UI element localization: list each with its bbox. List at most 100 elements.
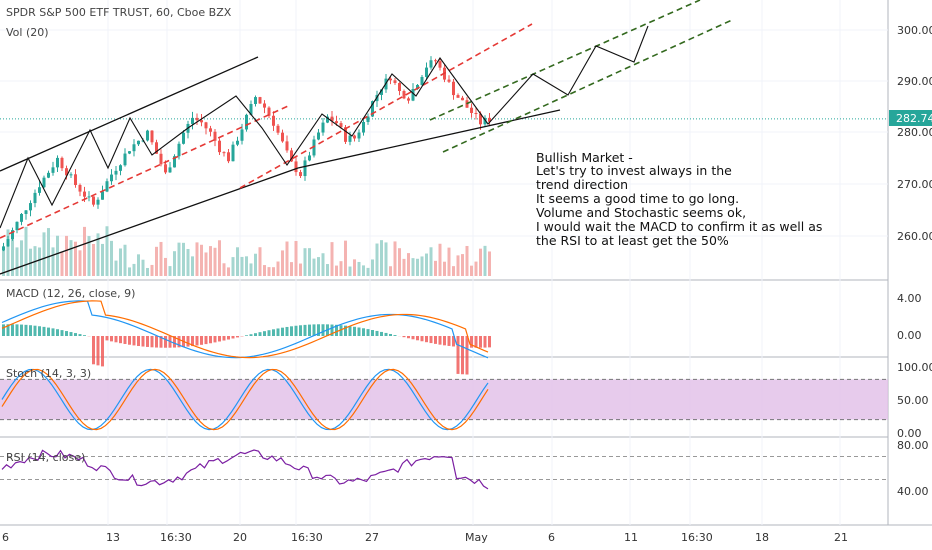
volume-label: Vol (20) — [6, 26, 49, 39]
volume-bar — [263, 265, 266, 276]
volume-bar — [119, 248, 122, 276]
time-tick: 11 — [624, 531, 638, 544]
macd-histogram-bar — [245, 335, 248, 336]
candle-body — [155, 142, 158, 154]
macd-histogram-bar — [479, 336, 482, 348]
macd-tick: 0.00 — [897, 329, 922, 342]
volume-bar — [155, 246, 158, 276]
volume-bar — [74, 241, 77, 276]
candle-body — [425, 67, 428, 77]
volume-bar — [222, 263, 226, 276]
candle-body — [177, 143, 181, 157]
volume-bar — [159, 241, 163, 276]
volume-bar — [83, 226, 86, 276]
candle-body — [344, 127, 347, 142]
annotation-note[interactable]: Bullish Market - Let's try to invest alw… — [536, 150, 822, 248]
candle-body — [434, 60, 437, 62]
rsi-tick: 40.00 — [897, 485, 929, 498]
candle-body — [56, 157, 59, 168]
macd-histogram-bar — [276, 328, 280, 336]
candle-body — [2, 246, 5, 251]
macd-histogram-bar — [83, 335, 86, 336]
macd-histogram-bar — [393, 335, 397, 336]
macd-histogram-bar — [335, 324, 338, 336]
candle-body — [258, 97, 262, 104]
macd-histogram-bar — [209, 336, 212, 344]
macd-histogram-bar — [92, 336, 95, 365]
rsi-indicator — [0, 449, 888, 490]
volume-bar — [276, 261, 280, 276]
volume-bar — [420, 256, 424, 276]
macd-histogram-bar — [173, 336, 176, 348]
volume-bar — [110, 240, 113, 276]
volume-bar — [479, 248, 482, 276]
volume-bar — [447, 247, 451, 276]
trend-line — [0, 105, 289, 239]
macd-histogram-bar — [29, 325, 32, 336]
macd-histogram-bar — [231, 336, 235, 339]
candle-body — [164, 164, 167, 173]
candle-body — [366, 116, 370, 122]
time-tick: 16:30 — [160, 531, 192, 544]
macd-histogram-bar — [177, 336, 181, 348]
annotation-line: It seems a good time to go long. — [536, 191, 739, 206]
macd-histogram-bar — [303, 324, 307, 336]
candlesticks[interactable] — [2, 56, 491, 252]
candle-body — [303, 160, 307, 177]
stoch-tick: 50.00 — [897, 394, 929, 407]
macd-histogram-bar — [420, 336, 424, 342]
candle-body — [114, 170, 118, 175]
time-tick: 16:30 — [291, 531, 323, 544]
candle-body — [60, 157, 64, 169]
candle-body — [398, 82, 401, 92]
volume-bar — [429, 247, 433, 276]
macd-histogram-bar — [443, 336, 446, 346]
macd-histogram-bar — [114, 336, 118, 343]
candle-body — [191, 117, 194, 124]
candle-body — [123, 153, 127, 166]
volume-bar — [384, 242, 388, 276]
volume-bar — [105, 226, 109, 276]
volume-bar — [146, 267, 149, 276]
volume-bar — [123, 244, 127, 276]
candle-body — [204, 122, 208, 129]
trend-drawings[interactable] — [0, 0, 733, 275]
candle-body — [326, 116, 329, 123]
macd-histogram-bar — [74, 333, 77, 336]
candle-body — [213, 131, 217, 141]
volume-bar — [11, 232, 14, 276]
macd-histogram-bar — [200, 336, 203, 345]
volume-bar — [191, 256, 194, 276]
volume-bar — [60, 251, 64, 276]
candle-body — [416, 84, 419, 89]
price-tick: 260.00 — [897, 230, 932, 243]
candle-body — [182, 132, 185, 144]
candle-body — [168, 167, 172, 173]
macd-histogram-bar — [452, 336, 455, 347]
volume-bar — [335, 265, 338, 276]
macd-line — [1, 300, 489, 359]
volume-bar — [321, 253, 325, 276]
symbol-title: SPDR S&P 500 ETF TRUST, 60, Cboe BZX — [6, 6, 232, 19]
macd-histogram-bar — [69, 332, 73, 336]
trend-line — [297, 109, 561, 169]
volume-bar — [128, 267, 131, 276]
candle-body — [429, 60, 433, 68]
macd-histogram-bar — [33, 325, 37, 336]
volume-bar — [245, 256, 248, 276]
volume-bar — [168, 266, 172, 276]
volume-bar — [357, 261, 361, 276]
macd-histogram-bar — [434, 336, 437, 344]
candle-body — [461, 97, 464, 101]
macd-histogram-bar — [290, 326, 293, 336]
macd-histogram-bar — [236, 336, 239, 338]
volume-bar — [96, 233, 100, 276]
macd-histogram-bar — [353, 326, 356, 336]
macd-histogram-bar — [362, 328, 365, 336]
volume-bar — [65, 235, 68, 276]
trend-line — [429, 0, 701, 121]
candle-body — [470, 107, 473, 113]
macd-label: MACD (12, 26, close, 9) — [6, 287, 135, 300]
macd-histogram-bar — [123, 336, 127, 344]
